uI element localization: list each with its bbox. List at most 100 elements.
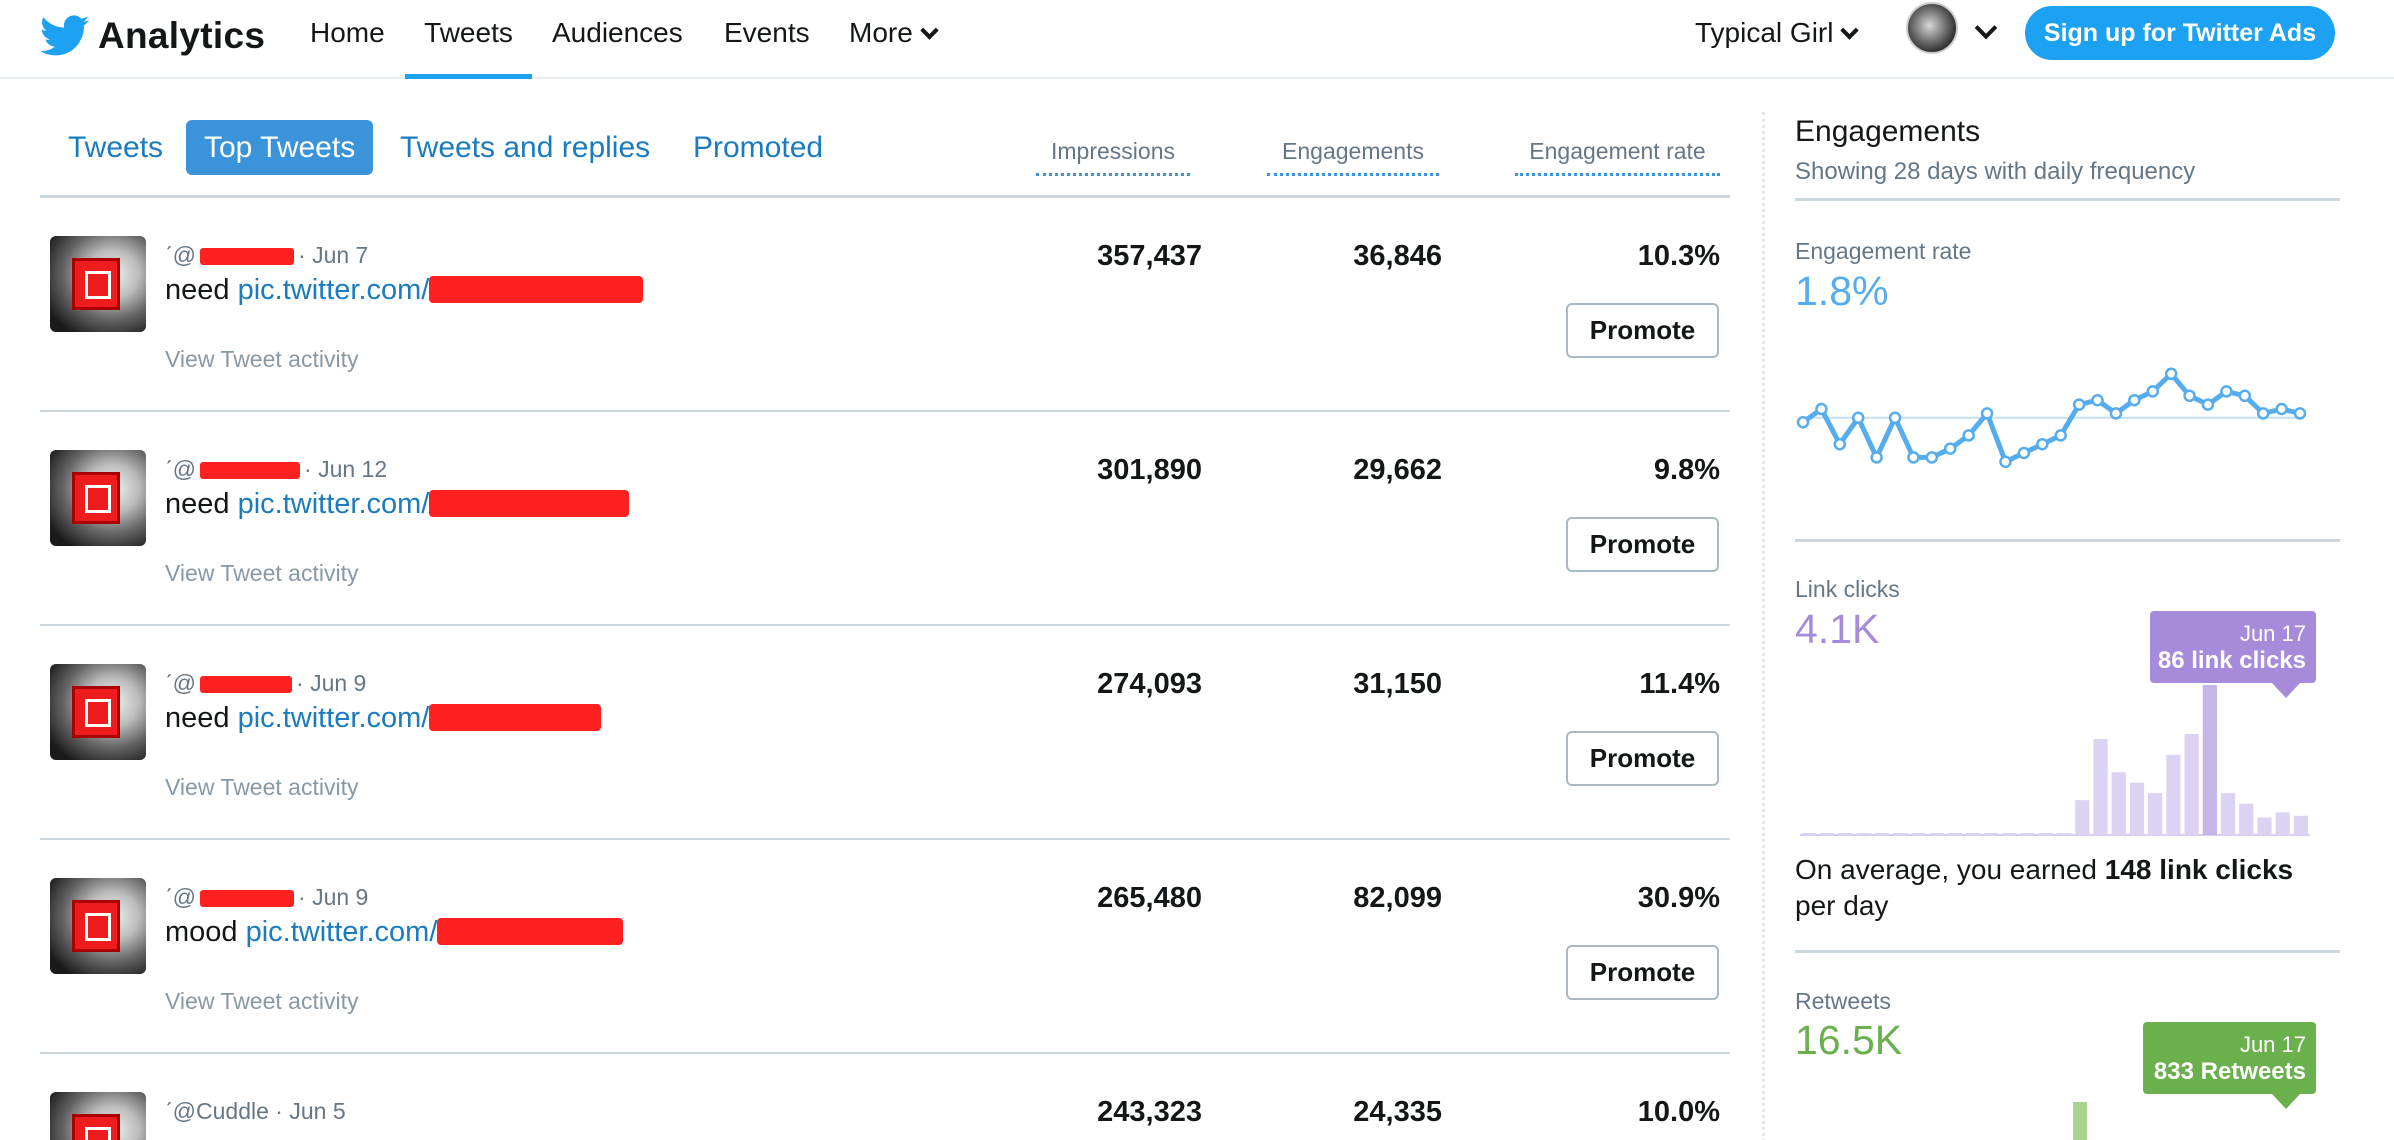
tweet-thumbnail[interactable] — [50, 878, 146, 974]
link-clicks-bar[interactable] — [1802, 833, 1817, 835]
link-clicks-bar[interactable] — [2293, 815, 2308, 835]
link-clicks-bar[interactable] — [2220, 793, 2236, 835]
nav-tweets[interactable]: Tweets — [405, 17, 532, 79]
link-clicks-bar[interactable] — [2020, 833, 2035, 835]
rate-point[interactable] — [1888, 411, 1902, 425]
nav-events[interactable]: Events — [724, 17, 810, 48]
column-impressions[interactable]: Impressions — [1036, 138, 1190, 176]
view-tweet-activity-link[interactable]: View Tweet activity — [165, 560, 359, 586]
rate-point[interactable] — [2183, 389, 2196, 403]
tab-promoted[interactable]: Promoted — [693, 130, 824, 164]
link-clicks-bar[interactable] — [2057, 833, 2072, 835]
brand[interactable]: Analytics — [40, 8, 265, 64]
link-clicks-bar[interactable] — [1874, 833, 1890, 835]
link-clicks-bar[interactable] — [1838, 833, 1853, 835]
retweets-label: Retweets — [1795, 988, 1891, 1014]
promote-button[interactable]: Promote — [1566, 731, 1719, 786]
view-tweet-activity-link[interactable]: View Tweet activity — [165, 346, 359, 372]
link-clicks-bar[interactable] — [1911, 833, 1926, 835]
promote-button[interactable]: Promote — [1566, 517, 1719, 572]
link-clicks-bar[interactable] — [2148, 793, 2163, 835]
link-clicks-bar[interactable] — [2038, 833, 2053, 835]
link-clicks-bar[interactable] — [1893, 833, 1908, 835]
link-clicks-bar[interactable] — [1929, 833, 1944, 835]
tweet-link[interactable]: pic.twitter.com/ — [245, 916, 438, 948]
tweet-date: · Jun 12 — [304, 456, 388, 482]
tweet-thumbnail[interactable] — [50, 664, 146, 760]
engagement-rate-label: Engagement rate — [1795, 238, 1972, 264]
rate-point[interactable] — [1925, 451, 1939, 464]
view-tweet-activity-link[interactable]: View Tweet activity — [165, 774, 359, 800]
tab-tweets-and-replies[interactable]: Tweets and replies — [400, 130, 651, 164]
nav-more[interactable]: More — [849, 17, 939, 79]
tweet-link[interactable]: pic.twitter.com/ — [237, 274, 430, 306]
tweet-text: need pic.twitter.com/ — [165, 702, 602, 735]
link-clicks-bar[interactable] — [1947, 833, 1962, 835]
engagement-rate-total: 1.8% — [1795, 268, 1889, 314]
link-clicks-bar[interactable] — [2166, 754, 2181, 835]
link-clicks-bar[interactable] — [2002, 833, 2017, 835]
rate-point[interactable] — [1999, 455, 2012, 469]
tweet-thumbnail[interactable] — [50, 450, 146, 546]
rate-point[interactable] — [2072, 398, 2086, 411]
rate-point[interactable] — [2146, 385, 2159, 398]
rate-point[interactable] — [2238, 389, 2252, 403]
promote-button[interactable]: Promote — [1566, 303, 1719, 358]
view-tweet-activity-link[interactable]: View Tweet activity — [165, 988, 359, 1014]
link-clicks-bar[interactable] — [2202, 685, 2217, 835]
account-switcher[interactable]: Typical Girl — [1695, 17, 1860, 49]
column-engagements[interactable]: Engagements — [1267, 138, 1439, 176]
nav-home[interactable]: Home — [310, 17, 385, 48]
tweet-link[interactable]: pic.twitter.com/ — [237, 488, 430, 520]
rate-point[interactable] — [1962, 429, 1975, 442]
rate-point[interactable] — [2128, 393, 2141, 407]
tab-top-tweets[interactable]: Top Tweets — [186, 120, 374, 175]
link-clicks-bar[interactable] — [2129, 782, 2145, 835]
column-engagement-rate[interactable]: Engagement rate — [1515, 138, 1720, 176]
panel-title: Engagements — [1795, 115, 1981, 148]
link-clicks-bar[interactable] — [2111, 772, 2126, 835]
rate-point[interactable] — [1907, 451, 1920, 464]
chevron-down-icon[interactable] — [1974, 16, 1998, 40]
rate-point[interactable] — [1796, 415, 1810, 429]
rate-point[interactable] — [2256, 407, 2270, 420]
promote-button[interactable]: Promote — [1566, 945, 1719, 1000]
link-clicks-bar[interactable] — [1965, 833, 1981, 835]
tweet-thumbnail[interactable] — [50, 236, 146, 332]
link-clicks-bar[interactable] — [2239, 803, 2254, 835]
rate-point[interactable] — [1870, 451, 1883, 464]
rate-point[interactable] — [1980, 407, 1994, 420]
engagement-rate-value: 10.0% — [1637, 1096, 1720, 1128]
rate-point[interactable] — [2091, 393, 2104, 407]
tab-tweets[interactable]: Tweets — [68, 130, 164, 164]
link-clicks-total: 4.1K — [1795, 606, 1880, 652]
rate-point[interactable] — [1944, 442, 1957, 455]
link-clicks-bar[interactable] — [2184, 733, 2199, 835]
tweet-link[interactable]: pic.twitter.com/ — [237, 702, 430, 734]
rate-point[interactable] — [2109, 407, 2123, 420]
rate-point[interactable] — [2164, 367, 2178, 381]
link-clicks-bar[interactable] — [1984, 833, 1999, 835]
link-clicks-bar[interactable] — [2093, 739, 2108, 835]
rate-point[interactable] — [2201, 398, 2215, 411]
rate-point[interactable] — [2054, 429, 2067, 442]
rate-point[interactable] — [1833, 437, 1847, 451]
link-clicks-bar[interactable] — [1820, 833, 1835, 835]
rate-point[interactable] — [1851, 411, 1865, 425]
rate-point[interactable] — [2036, 437, 2049, 451]
signup-ads-button[interactable]: Sign up for Twitter Ads — [2025, 6, 2335, 60]
nav-audiences[interactable]: Audiences — [552, 17, 683, 48]
link-clicks-bar[interactable] — [1856, 833, 1871, 835]
link-clicks-bar[interactable] — [2075, 800, 2090, 835]
link-clicks-bar[interactable] — [2257, 817, 2272, 835]
rate-point[interactable] — [2293, 407, 2307, 420]
rate-point[interactable] — [2275, 402, 2288, 416]
tooltip-value: 86 link clicks — [2157, 647, 2306, 674]
tweet-thumbnail[interactable] — [50, 1092, 146, 1140]
retweets-total: 16.5K — [1795, 1017, 1903, 1063]
link-clicks-bar[interactable] — [2275, 812, 2290, 835]
rate-point[interactable] — [2220, 385, 2233, 398]
rate-point[interactable] — [2017, 446, 2031, 460]
avatar[interactable] — [1906, 2, 1958, 54]
rate-point[interactable] — [1815, 402, 1828, 416]
